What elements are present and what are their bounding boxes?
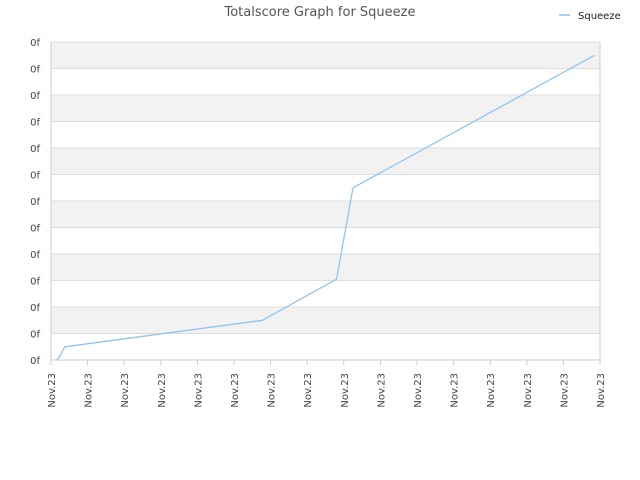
y-tick-label: 0f <box>30 91 40 102</box>
legend-label-squeeze: Squeeze <box>578 11 621 22</box>
plot-bands <box>51 42 600 360</box>
x-tick-label: Nov.23 <box>120 373 131 408</box>
plot-band <box>51 68 600 95</box>
series-line-squeeze[interactable] <box>56 54 595 361</box>
plot-band <box>51 42 600 69</box>
y-axis-ticks: 0f 0f 0f 0f 0f 0f 0f 0f 0f 0f 0f 0f 0f <box>30 38 40 367</box>
plot-band <box>51 333 600 360</box>
x-tick-label: Nov.23 <box>230 373 241 408</box>
plot-band <box>51 201 600 228</box>
y-tick-label: 0f <box>30 303 40 314</box>
y-tick-label: 0f <box>30 250 40 261</box>
y-tick-label: 0f <box>30 224 40 235</box>
y-tick-label: 0f <box>30 38 40 49</box>
plot-band <box>51 148 600 175</box>
axes <box>50 42 601 361</box>
y-tick-label: 0f <box>30 171 40 182</box>
plot-band <box>51 307 600 334</box>
plot-band <box>51 227 600 254</box>
plot-band <box>51 280 600 307</box>
x-tick-label: Nov.23 <box>267 373 278 408</box>
plot-band <box>51 254 600 281</box>
series-layer <box>56 54 595 361</box>
legend[interactable]: Squeeze <box>559 11 621 22</box>
plot-band <box>51 121 600 148</box>
x-tick-label: Nov.23 <box>47 373 58 408</box>
y-tick-label: 0f <box>30 330 40 341</box>
x-axis-ticks: Nov.23 Nov.23 Nov.23 Nov.23 Nov.23 Nov.23 Nov.… <box>47 360 607 408</box>
x-tick-label: Nov.23 <box>340 373 351 408</box>
y-tick-label: 0f <box>30 356 40 367</box>
y-tick-label: 0f <box>30 65 40 76</box>
x-tick-label: Nov.23 <box>486 373 497 408</box>
x-tick-label: Nov.23 <box>450 373 461 408</box>
x-tick-label: Nov.23 <box>413 373 424 408</box>
plot-band <box>51 174 600 201</box>
x-tick-label: Nov.23 <box>303 373 314 408</box>
x-tick-label: Nov.23 <box>559 373 570 408</box>
y-tick-label: 0f <box>30 277 40 288</box>
y-tick-label: 0f <box>30 197 40 208</box>
chart-title: Totalscore Graph for Squeeze <box>223 5 415 20</box>
x-tick-label: Nov.23 <box>157 373 168 408</box>
x-tick-label: Nov.23 <box>84 373 95 408</box>
y-tick-label: 0f <box>30 144 40 155</box>
plot-band <box>51 95 600 122</box>
x-tick-label: Nov.23 <box>523 373 534 408</box>
x-tick-label: Nov.23 <box>193 373 204 408</box>
grid-lines <box>51 41 600 361</box>
y-tick-label: 0f <box>30 118 40 129</box>
x-tick-label: Nov.23 <box>596 373 607 408</box>
x-tick-label: Nov.23 <box>376 373 387 408</box>
